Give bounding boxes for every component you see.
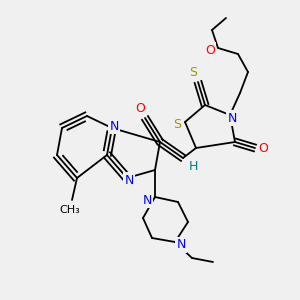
Text: O: O: [258, 142, 268, 154]
Text: H: H: [188, 160, 198, 172]
Text: S: S: [173, 118, 181, 130]
Text: CH₃: CH₃: [60, 205, 80, 215]
Text: N: N: [142, 194, 152, 206]
Text: S: S: [189, 65, 197, 79]
Text: N: N: [176, 238, 186, 251]
Text: N: N: [227, 112, 237, 124]
Text: N: N: [109, 119, 119, 133]
Text: N: N: [124, 173, 134, 187]
Text: O: O: [205, 44, 215, 56]
Text: O: O: [135, 101, 145, 115]
